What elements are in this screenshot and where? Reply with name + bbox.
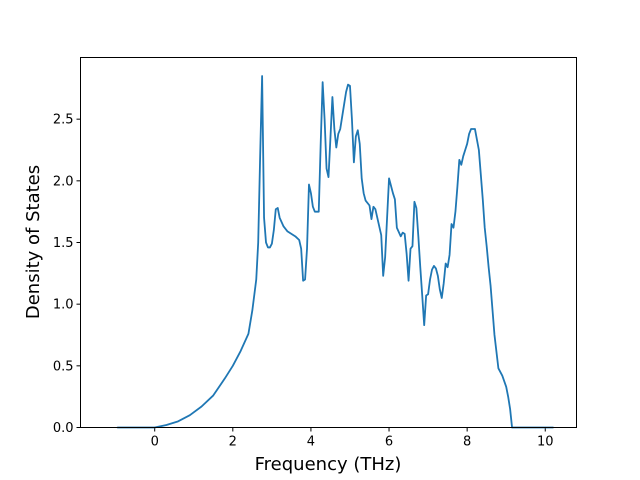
lines-layer — [116, 75, 554, 429]
dos-series-line — [116, 75, 554, 429]
y-tick-label: 2.0 — [53, 174, 74, 189]
y-tick-label: 0.0 — [53, 421, 74, 436]
y-tick-label: 0.5 — [53, 359, 74, 374]
x-axis-label: Frequency (THz) — [255, 454, 402, 475]
x-tick-label: 4 — [307, 435, 315, 450]
y-tick-label: 1.5 — [53, 236, 74, 251]
x-tick-label: 0 — [151, 435, 159, 450]
plot-frame — [80, 57, 577, 428]
y-tick-label: 2.5 — [53, 113, 74, 128]
y-tick-label: 1.0 — [53, 298, 74, 313]
x-tick-label: 2 — [229, 435, 237, 450]
x-tick-label: 8 — [463, 435, 471, 450]
y-axis-label: Density of States — [23, 165, 44, 319]
x-tick-label: 6 — [385, 435, 393, 450]
ticks-layer: 0 2 4 6 8 10 0.0 0.5 1.0 1.5 2.0 2.5 — [53, 113, 554, 450]
x-tick-label: 10 — [537, 435, 554, 450]
